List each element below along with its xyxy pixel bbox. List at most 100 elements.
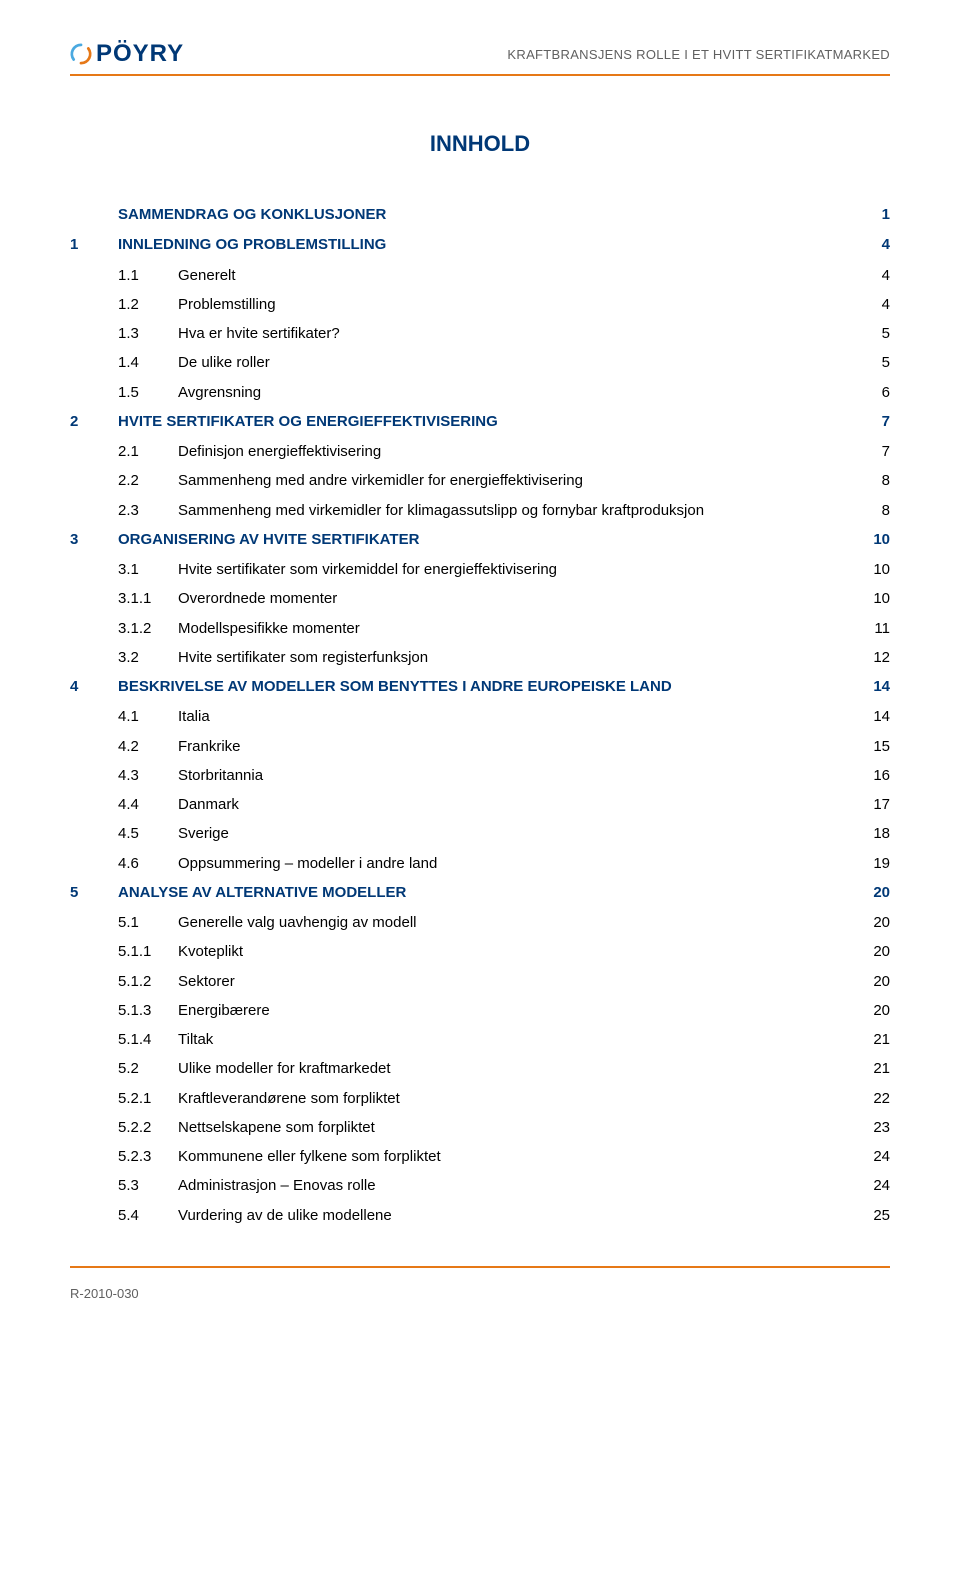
toc-entry[interactable]: 1.4De ulike roller5: [70, 353, 890, 373]
toc-entry-number: 1.2: [70, 295, 178, 315]
toc-entry-label: Sverige: [178, 824, 860, 844]
toc-entry-number: 4.3: [70, 766, 178, 786]
toc-entry-number: 1.5: [70, 383, 178, 403]
toc-entry-label: Vurdering av de ulike modellene: [178, 1206, 860, 1226]
toc-entry-label: Frankrike: [178, 737, 860, 757]
toc-entry[interactable]: 1.1Generelt4: [70, 266, 890, 286]
toc-entry-page: 10: [860, 530, 890, 550]
toc-entry[interactable]: 1INNLEDNING OG PROBLEMSTILLING4: [70, 235, 890, 255]
toc-entry[interactable]: 4.3Storbritannia16: [70, 766, 890, 786]
toc-entry-number: 1: [70, 235, 118, 255]
toc-entry-page: 21: [860, 1030, 890, 1050]
toc-entry-number: 5.1: [70, 913, 178, 933]
toc-entry[interactable]: 1.3Hva er hvite sertifikater?5: [70, 324, 890, 344]
toc-entry[interactable]: 5.1.2Sektorer20: [70, 972, 890, 992]
table-of-contents: SAMMENDRAG OG KONKLUSJONER11INNLEDNING O…: [70, 205, 890, 1226]
toc-entry-number: 3.1.2: [70, 619, 178, 639]
toc-entry[interactable]: 4.2Frankrike15: [70, 737, 890, 757]
toc-entry[interactable]: 4BESKRIVELSE AV MODELLER SOM BENYTTES I …: [70, 677, 890, 697]
toc-entry[interactable]: 4.5Sverige18: [70, 824, 890, 844]
toc-entry-page: 22: [860, 1089, 890, 1109]
toc-entry[interactable]: 5.2.2Nettselskapene som forpliktet23: [70, 1118, 890, 1138]
toc-entry[interactable]: 5.2.1Kraftleverandørene som forpliktet22: [70, 1089, 890, 1109]
toc-entry[interactable]: 4.6Oppsummering – modeller i andre land1…: [70, 854, 890, 874]
logo-swirl-icon: [70, 43, 92, 65]
toc-entry-page: 16: [860, 766, 890, 786]
toc-entry-number: 5: [70, 883, 118, 903]
toc-entry[interactable]: 4.4Danmark17: [70, 795, 890, 815]
toc-entry-label: Hvite sertifikater som virkemiddel for e…: [178, 560, 860, 580]
toc-entry-number: 5.1.3: [70, 1001, 178, 1021]
toc-entry-label: Administrasjon – Enovas rolle: [178, 1176, 860, 1196]
toc-entry-label: Ulike modeller for kraftmarkedet: [178, 1059, 860, 1079]
toc-entry-page: 24: [860, 1176, 890, 1196]
toc-entry-number: 5.1.4: [70, 1030, 178, 1050]
toc-entry[interactable]: 1.2Problemstilling4: [70, 295, 890, 315]
toc-entry-page: 21: [860, 1059, 890, 1079]
toc-entry-label: BESKRIVELSE AV MODELLER SOM BENYTTES I A…: [118, 677, 860, 697]
toc-entry-label: Kraftleverandørene som forpliktet: [178, 1089, 860, 1109]
toc-entry[interactable]: 3.1.2Modellspesifikke momenter11: [70, 619, 890, 639]
toc-entry-label: ANALYSE AV ALTERNATIVE MODELLER: [118, 883, 860, 903]
toc-entry-label: Sammenheng med andre virkemidler for ene…: [178, 471, 860, 491]
toc-entry-label: HVITE SERTIFIKATER OG ENERGIEFFEKTIVISER…: [118, 412, 860, 432]
toc-entry-number: 3: [70, 530, 118, 550]
toc-entry-number: 5.2.1: [70, 1089, 178, 1109]
footer-reference: R-2010-030: [70, 1286, 890, 1301]
toc-entry[interactable]: 5.1Generelle valg uavhengig av modell20: [70, 913, 890, 933]
toc-entry-label: Definisjon energieffektivisering: [178, 442, 860, 462]
toc-entry-number: 2.3: [70, 501, 178, 521]
toc-entry[interactable]: 3ORGANISERING AV HVITE SERTIFIKATER10: [70, 530, 890, 550]
toc-entry-page: 20: [860, 972, 890, 992]
toc-entry-label: Overordnede momenter: [178, 589, 860, 609]
toc-entry[interactable]: 1.5Avgrensning6: [70, 383, 890, 403]
toc-entry[interactable]: 5.1.1Kvoteplikt20: [70, 942, 890, 962]
toc-entry[interactable]: 3.2Hvite sertifikater som registerfunksj…: [70, 648, 890, 668]
toc-entry-label: Problemstilling: [178, 295, 860, 315]
toc-entry-number: 4.2: [70, 737, 178, 757]
toc-entry-page: 17: [860, 795, 890, 815]
toc-entry[interactable]: 3.1Hvite sertifikater som virkemiddel fo…: [70, 560, 890, 580]
toc-entry[interactable]: 2HVITE SERTIFIKATER OG ENERGIEFFEKTIVISE…: [70, 412, 890, 432]
toc-entry-number: 5.3: [70, 1176, 178, 1196]
toc-entry-page: 18: [860, 824, 890, 844]
toc-entry-number: 1.4: [70, 353, 178, 373]
toc-entry-page: 5: [860, 353, 890, 373]
footer-divider: [70, 1266, 890, 1268]
toc-entry-page: 23: [860, 1118, 890, 1138]
toc-entry[interactable]: 5.1.3Energibærere20: [70, 1001, 890, 1021]
header-title: KRAFTBRANSJENS ROLLE I ET HVITT SERTIFIK…: [507, 47, 890, 62]
toc-entry[interactable]: 4.1Italia14: [70, 707, 890, 727]
toc-entry[interactable]: 2.2Sammenheng med andre virkemidler for …: [70, 471, 890, 491]
toc-entry-page: 10: [860, 560, 890, 580]
toc-entry-page: 8: [860, 471, 890, 491]
toc-entry[interactable]: 5ANALYSE AV ALTERNATIVE MODELLER20: [70, 883, 890, 903]
toc-entry[interactable]: 5.2Ulike modeller for kraftmarkedet21: [70, 1059, 890, 1079]
toc-entry-page: 19: [860, 854, 890, 874]
document-page: PÖYRY KRAFTBRANSJENS ROLLE I ET HVITT SE…: [0, 0, 960, 1331]
toc-entry-label: SAMMENDRAG OG KONKLUSJONER: [118, 205, 860, 225]
toc-entry-number: 1.1: [70, 266, 178, 286]
toc-entry[interactable]: 2.1Definisjon energieffektivisering7: [70, 442, 890, 462]
toc-entry-label: ORGANISERING AV HVITE SERTIFIKATER: [118, 530, 860, 550]
toc-entry-number: 4.4: [70, 795, 178, 815]
toc-entry[interactable]: 5.4Vurdering av de ulike modellene25: [70, 1206, 890, 1226]
toc-entry-page: 7: [860, 412, 890, 432]
toc-entry-number: 4.6: [70, 854, 178, 874]
toc-entry-number: 3.2: [70, 648, 178, 668]
toc-entry-number: 4.5: [70, 824, 178, 844]
toc-entry-page: 4: [860, 266, 890, 286]
toc-entry[interactable]: 5.3Administrasjon – Enovas rolle24: [70, 1176, 890, 1196]
toc-entry-page: 14: [860, 707, 890, 727]
toc-entry-label: Hva er hvite sertifikater?: [178, 324, 860, 344]
toc-entry[interactable]: 5.1.4Tiltak21: [70, 1030, 890, 1050]
toc-entry[interactable]: SAMMENDRAG OG KONKLUSJONER1: [70, 205, 890, 225]
toc-entry[interactable]: 5.2.3Kommunene eller fylkene som forplik…: [70, 1147, 890, 1167]
toc-entry[interactable]: 2.3Sammenheng med virkemidler for klimag…: [70, 501, 890, 521]
toc-entry[interactable]: 3.1.1Overordnede momenter10: [70, 589, 890, 609]
toc-entry-label: Tiltak: [178, 1030, 860, 1050]
toc-entry-page: 10: [860, 589, 890, 609]
toc-entry-number: 5.1.2: [70, 972, 178, 992]
toc-entry-page: 20: [860, 883, 890, 903]
toc-entry-page: 6: [860, 383, 890, 403]
